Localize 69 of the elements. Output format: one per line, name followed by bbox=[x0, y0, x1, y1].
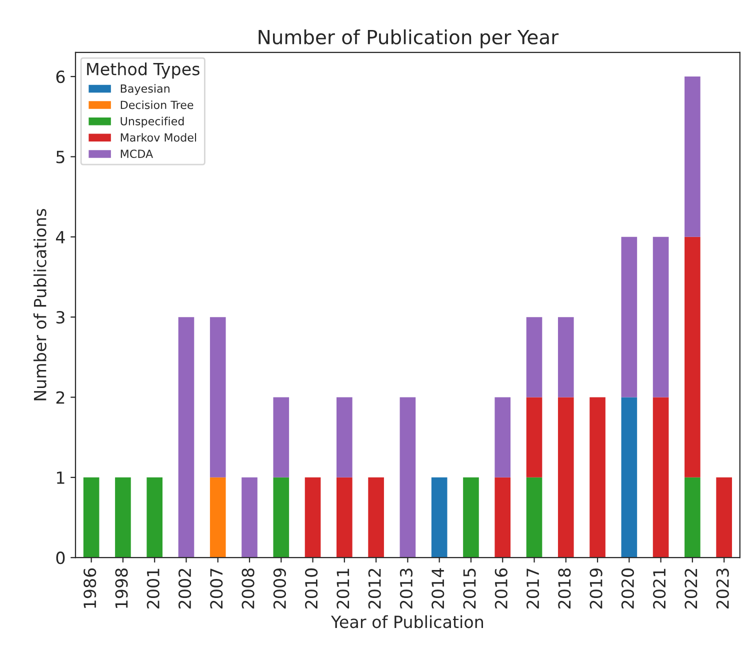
bar bbox=[526, 477, 542, 558]
x-tick-label: 2001 bbox=[146, 568, 160, 609]
bar bbox=[558, 317, 574, 398]
legend-label: Unspecified bbox=[120, 116, 184, 128]
bar bbox=[526, 397, 542, 478]
bar bbox=[115, 477, 131, 558]
legend-label: MCDA bbox=[120, 150, 154, 158]
x-tick-label: 2013 bbox=[400, 568, 413, 609]
x-tick-label: 2010 bbox=[305, 568, 318, 609]
x-tick-label: 2021 bbox=[653, 568, 666, 609]
x-tick-label: 2015 bbox=[463, 568, 476, 609]
bar bbox=[400, 397, 416, 558]
bar bbox=[621, 236, 638, 398]
bar bbox=[684, 236, 700, 478]
bar bbox=[463, 477, 479, 558]
bar bbox=[494, 477, 511, 558]
bar bbox=[242, 477, 258, 558]
y-tick-label: 2 bbox=[56, 391, 64, 404]
bar bbox=[210, 317, 226, 478]
bar bbox=[684, 76, 700, 237]
chart-title: Number of Publication per Year bbox=[258, 29, 559, 48]
bar bbox=[178, 317, 194, 558]
bar bbox=[210, 477, 226, 558]
y-tick-label: 1 bbox=[57, 472, 64, 484]
bar bbox=[652, 236, 669, 398]
bar bbox=[336, 477, 352, 558]
bar bbox=[684, 477, 700, 558]
y-tick-label: 5 bbox=[56, 150, 64, 164]
x-tick-label: 1998 bbox=[115, 568, 128, 608]
bar bbox=[621, 397, 638, 558]
bar bbox=[590, 397, 606, 558]
bar bbox=[368, 477, 384, 558]
bar bbox=[304, 477, 321, 558]
x-tick-label: 2018 bbox=[558, 568, 571, 609]
x-tick-label: 2011 bbox=[336, 568, 350, 609]
bar bbox=[716, 477, 732, 558]
x-tick-label: 1986 bbox=[84, 568, 96, 608]
x-tick-label: 2022 bbox=[684, 568, 698, 609]
bar bbox=[273, 477, 290, 558]
bar bbox=[558, 397, 574, 558]
x-tick-label: 2023 bbox=[716, 568, 729, 609]
legend-label: Markov Model bbox=[120, 133, 196, 142]
y-tick-label: 6 bbox=[56, 70, 65, 84]
bar bbox=[336, 397, 352, 478]
bar bbox=[652, 397, 669, 558]
x-axis-title: Year of Publication bbox=[330, 615, 483, 628]
y-tick-label: 0 bbox=[56, 552, 65, 564]
x-tick-label: 2012 bbox=[368, 568, 381, 609]
x-tick-label: 2014 bbox=[432, 568, 444, 609]
y-tick-label: 3 bbox=[56, 311, 64, 324]
x-tick-label: 2020 bbox=[621, 568, 634, 609]
x-tick-label: 2017 bbox=[526, 568, 540, 609]
x-tick-label: 2007 bbox=[210, 568, 223, 609]
bar bbox=[83, 477, 100, 558]
y-axis-title: Number of Publications bbox=[33, 208, 46, 400]
bar bbox=[526, 317, 542, 398]
bar bbox=[494, 397, 511, 478]
x-tick-label: 2002 bbox=[178, 568, 192, 609]
bar bbox=[273, 397, 290, 478]
bar bbox=[146, 477, 163, 558]
y-tick-label: 4 bbox=[56, 231, 65, 244]
x-tick-label: 2009 bbox=[273, 568, 286, 609]
x-tick-label: 2008 bbox=[242, 568, 254, 609]
bar bbox=[431, 477, 448, 558]
legend-label: Decision Tree bbox=[120, 100, 194, 110]
legend-title: Method Types bbox=[87, 62, 200, 79]
legend-label: Bayesian bbox=[120, 84, 170, 95]
x-tick-label: 2019 bbox=[590, 568, 602, 609]
x-tick-label: 2016 bbox=[494, 568, 508, 609]
